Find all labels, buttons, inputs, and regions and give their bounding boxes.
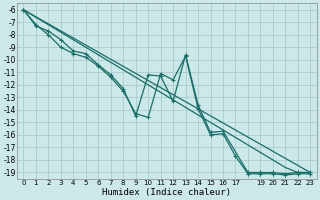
X-axis label: Humidex (Indice chaleur): Humidex (Indice chaleur) [102, 188, 231, 197]
